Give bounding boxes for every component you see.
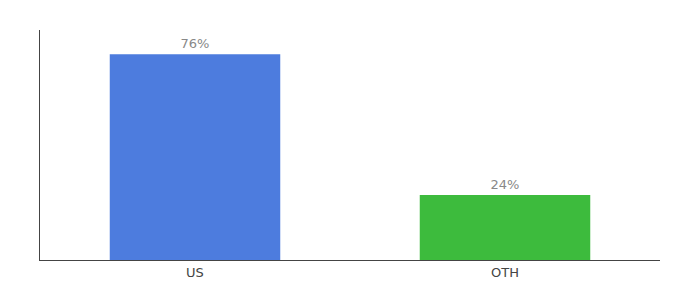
svg-text:OTH: OTH bbox=[491, 265, 519, 280]
svg-text:US: US bbox=[186, 265, 204, 280]
svg-text:24%: 24% bbox=[491, 177, 520, 192]
svg-text:76%: 76% bbox=[181, 36, 210, 51]
